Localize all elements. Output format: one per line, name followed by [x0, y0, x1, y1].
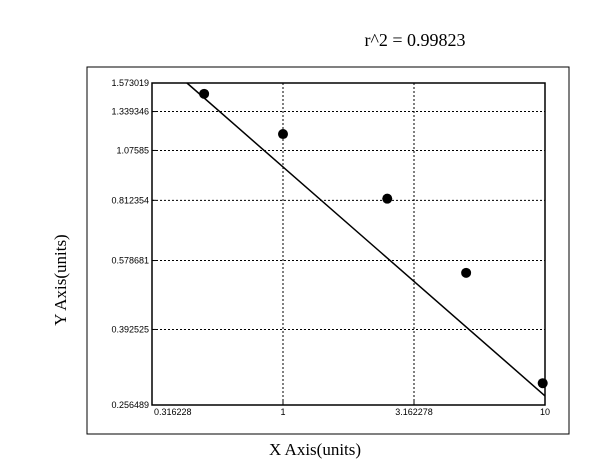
data-point [199, 88, 210, 99]
y-tick-labels: 0.256489 0.392525 0.578681 0.812354 1.07585 1… [111, 78, 156, 410]
x-tick-label: 0.316228 [154, 407, 192, 417]
data-point [277, 129, 288, 140]
x-axis-title: X Axis(units) [269, 440, 361, 459]
x-tick-label: 10 [540, 407, 550, 417]
fit-line [186, 82, 546, 397]
data-point [382, 193, 393, 204]
y-axis-title: Y Axis(units) [51, 234, 70, 325]
x-tick-label: 3.162278 [395, 407, 433, 417]
grid-layer [152, 83, 545, 405]
chart-title: r^2 = 0.99823 [364, 30, 465, 50]
y-tick-label: 1.07585 [116, 145, 149, 155]
y-tick-label: 1.573019 [111, 78, 149, 88]
data-point [537, 378, 548, 389]
fit-line-layer [186, 82, 546, 397]
data-point-layer [199, 88, 548, 389]
x-tick-label: 1 [280, 407, 285, 417]
plot-area [151, 82, 546, 406]
y-tick-label: 0.256489 [111, 400, 149, 410]
y-tick-label: 0.392525 [111, 324, 149, 334]
x-tick-labels: 0.316228 1 3.162278 10 [151, 401, 550, 417]
y-tick-label: 1.339346 [111, 107, 149, 117]
y-tick-label: 0.812354 [111, 195, 149, 205]
data-point [461, 267, 472, 278]
chart-frame [86, 66, 570, 435]
y-tick-label: 0.578681 [111, 256, 149, 266]
